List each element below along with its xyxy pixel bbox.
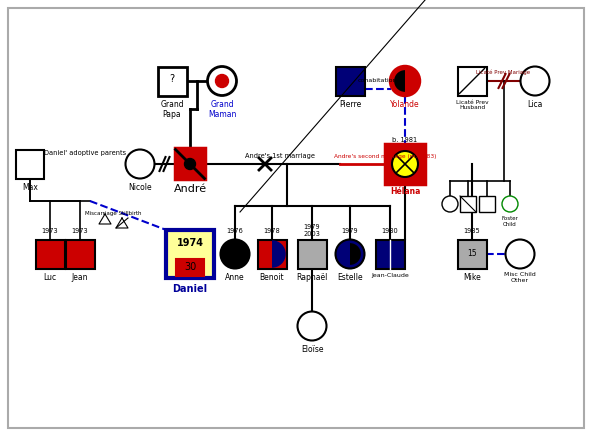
Circle shape [520,67,549,95]
Text: 1973: 1973 [41,228,59,234]
Bar [258,239,287,269]
Text: Licaté Prev
Husband: Licaté Prev Husband [456,99,488,110]
Circle shape [336,239,365,269]
Wedge shape [394,70,405,92]
Text: 15: 15 [467,249,477,258]
Text: 1980: 1980 [382,228,398,234]
Bar [375,239,404,269]
Bar [15,150,44,178]
Bar [336,67,365,95]
Text: Yolande: Yolande [390,99,420,109]
Text: Grand
Maman: Grand Maman [208,99,236,119]
Wedge shape [350,243,361,265]
Text: Hélana: Hélana [390,187,420,196]
Bar [157,67,186,95]
Bar [175,149,205,180]
Text: Andre's second mariage (m. 1983): Andre's second mariage (m. 1983) [334,154,436,159]
Text: Mike: Mike [463,272,481,282]
Bar [176,259,204,276]
Text: Estelle: Estelle [337,272,363,282]
Bar [460,196,476,212]
Bar [385,144,425,184]
Circle shape [502,196,518,212]
Text: Foster
Child: Foster Child [501,216,519,227]
Text: 2003: 2003 [304,231,320,236]
Text: Andre's 1st marriage: Andre's 1st marriage [245,153,315,159]
Circle shape [391,67,420,95]
Text: 1979: 1979 [342,228,358,234]
Text: André: André [173,184,207,194]
Circle shape [298,311,327,341]
Text: Luc: Luc [43,272,57,282]
Circle shape [208,67,236,95]
Circle shape [215,75,229,88]
Text: Misc Child
Other: Misc Child Other [504,272,536,283]
Text: Grand
Papa: Grand Papa [160,99,184,119]
Bar [458,239,487,269]
Circle shape [185,159,195,170]
Circle shape [506,239,535,269]
Text: Nicole: Nicole [128,183,152,191]
Text: Anne: Anne [225,272,245,282]
Circle shape [220,239,249,269]
Bar [66,239,95,269]
Wedge shape [272,240,286,268]
Text: Max: Max [22,183,38,191]
Text: 1978: 1978 [263,228,281,234]
Text: 1973: 1973 [72,228,88,234]
Text: Eloïse: Eloïse [301,344,323,354]
Text: Miscarriage Stillbirth: Miscarriage Stillbirth [85,211,141,216]
Text: Pierre: Pierre [339,99,361,109]
Text: Daniel: Daniel [172,284,208,294]
Circle shape [392,151,418,177]
Text: 1985: 1985 [464,228,480,234]
Circle shape [442,196,458,212]
Text: ?: ? [169,74,175,84]
Bar [458,67,487,95]
Text: Daniel' adoptive parents: Daniel' adoptive parents [44,150,126,156]
Bar [298,239,327,269]
Text: 1976: 1976 [227,228,243,234]
Bar [166,230,214,278]
Text: Jean-Claude: Jean-Claude [371,272,409,277]
Text: 1974: 1974 [176,238,204,248]
Text: 1979: 1979 [304,224,320,229]
Text: Licaté Prev Mariage: Licaté Prev Mariage [477,69,530,75]
Bar [479,196,495,212]
Bar [36,239,65,269]
Text: Raphaël: Raphaël [297,272,328,282]
Circle shape [126,150,155,178]
Text: 30: 30 [184,262,196,272]
Text: b. 1981: b. 1981 [392,137,417,143]
Text: Lica: Lica [527,99,543,109]
Text: Benoit: Benoit [260,272,284,282]
Text: cohabitation: cohabitation [358,78,397,83]
Text: Jean: Jean [72,272,88,282]
